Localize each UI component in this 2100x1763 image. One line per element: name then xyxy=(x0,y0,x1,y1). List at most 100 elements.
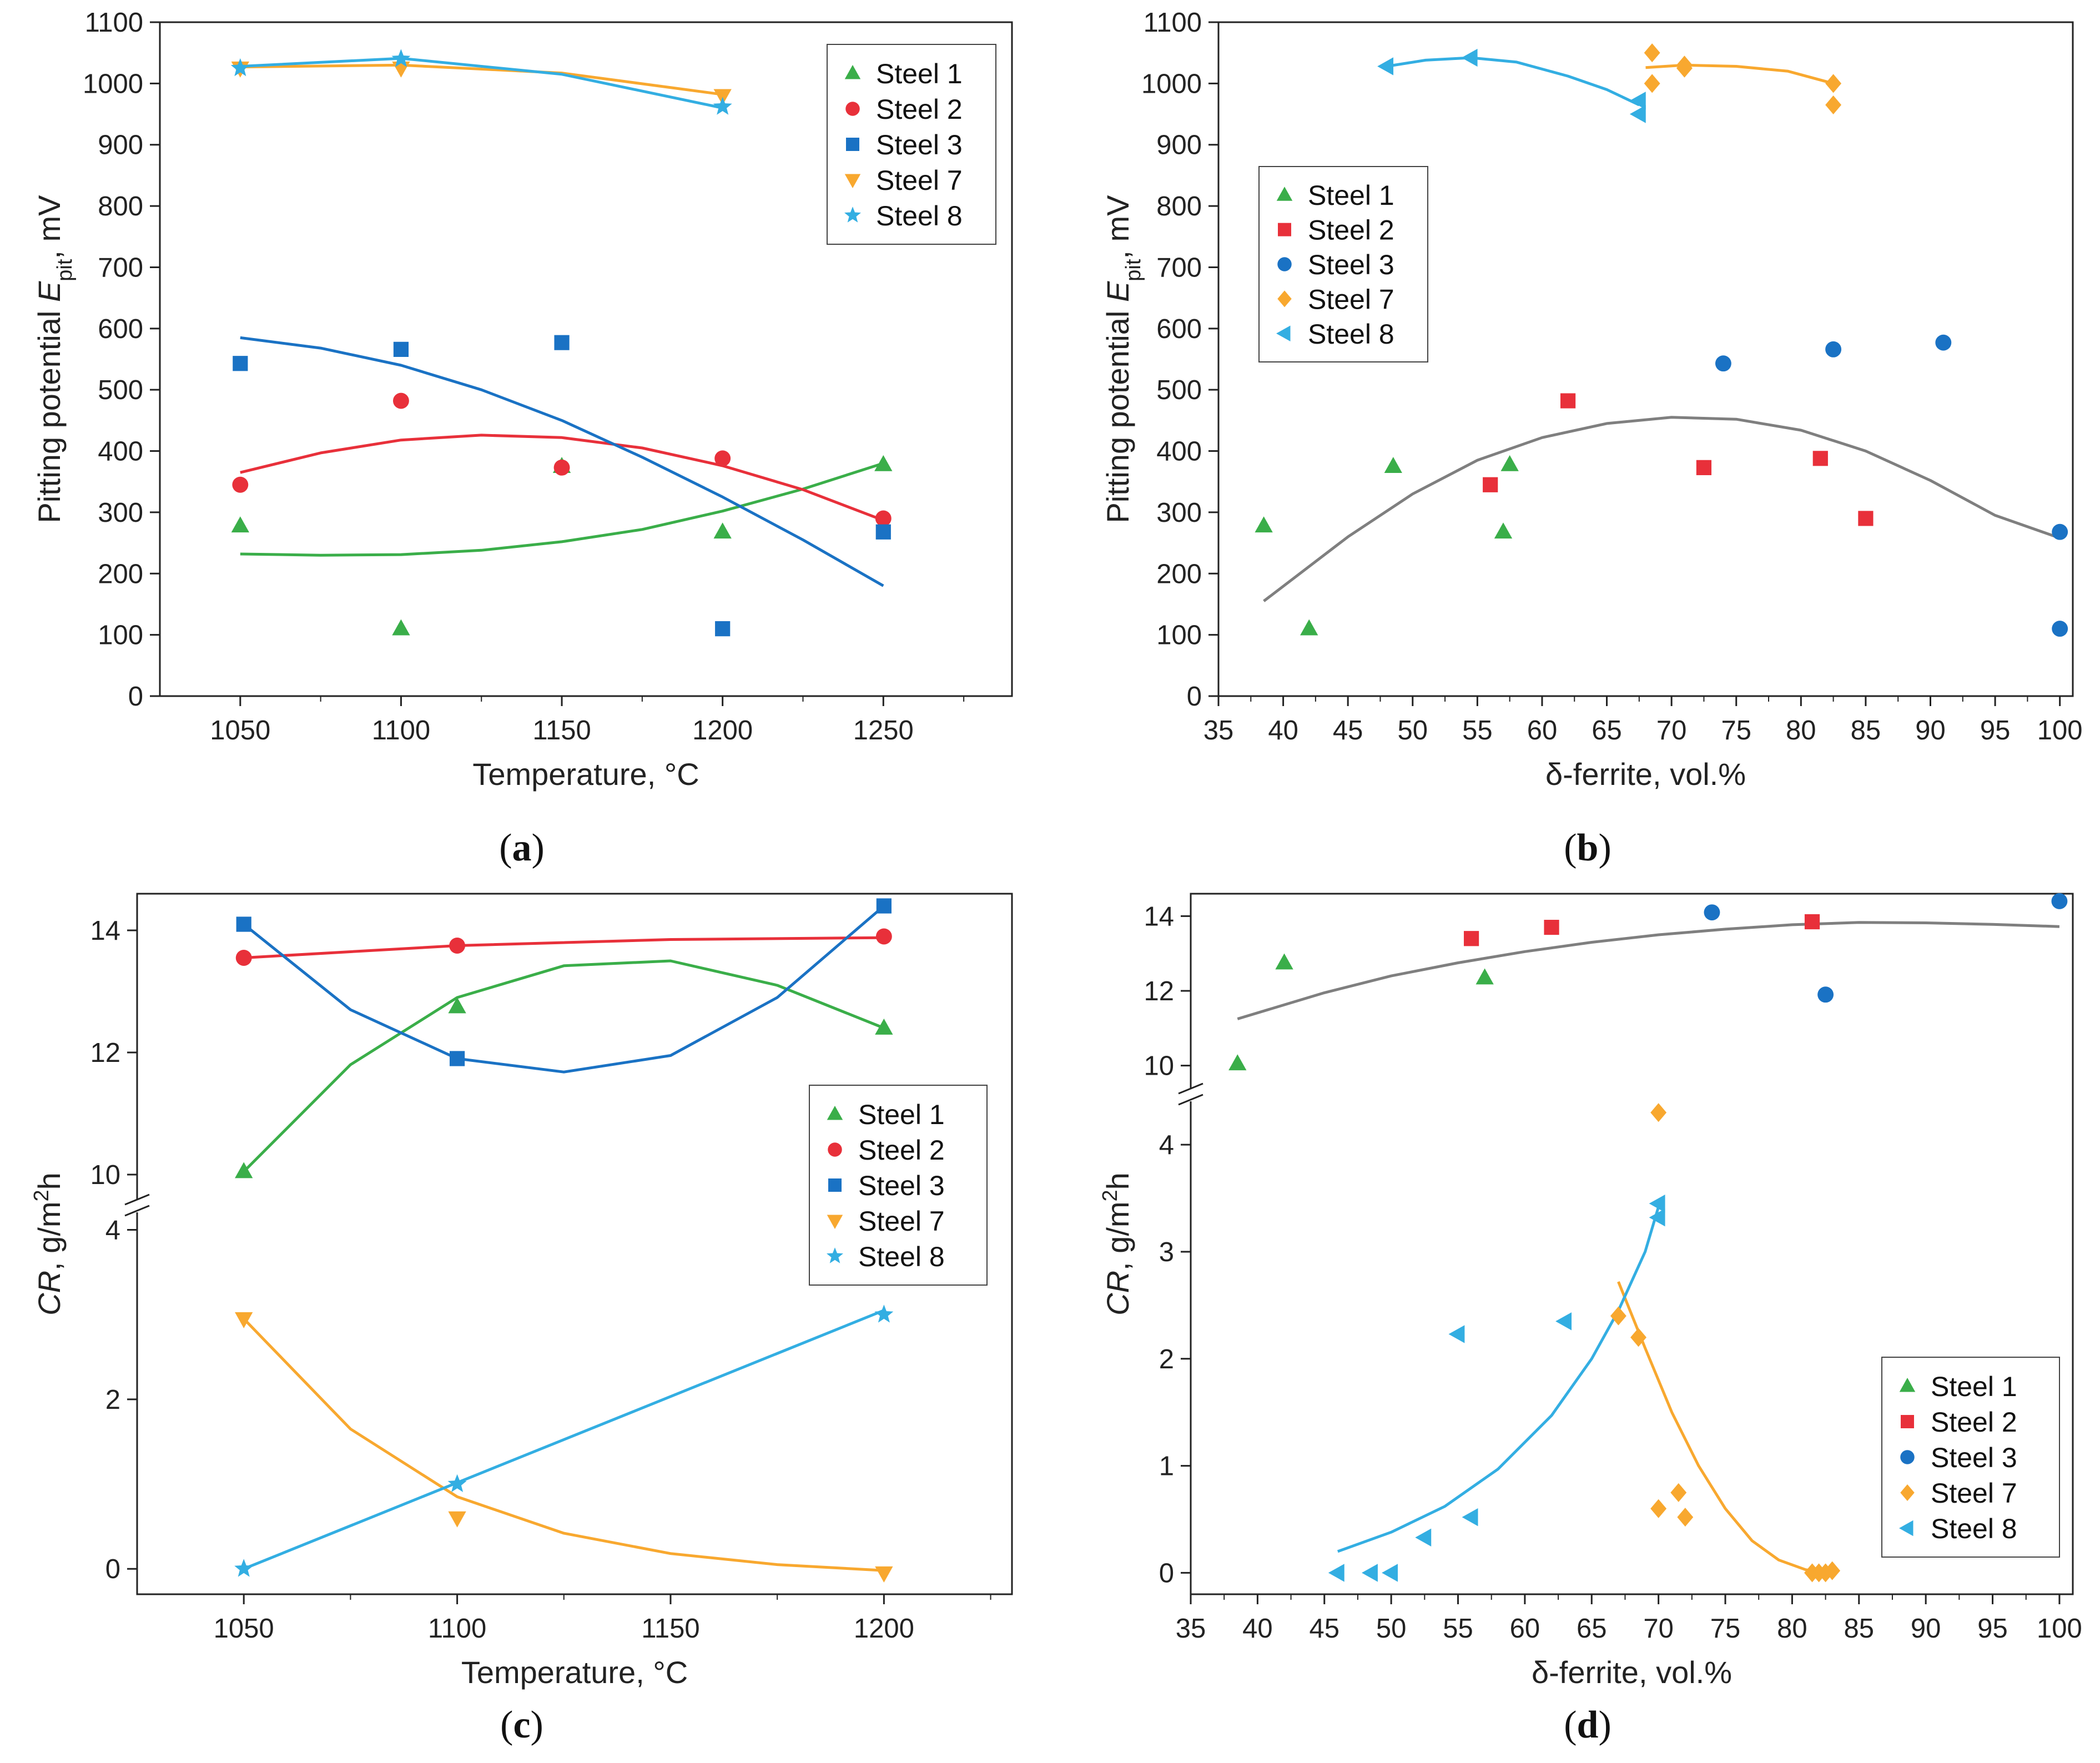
y-tick-label: 2 xyxy=(105,1385,120,1415)
data-point-steel-8 xyxy=(1555,1312,1572,1331)
data-point-steel-2 xyxy=(392,392,409,409)
data-point-steel-1 xyxy=(392,619,410,636)
x-tick-label: 65 xyxy=(1577,1614,1607,1644)
legend-label: Steel 3 xyxy=(858,1170,945,1201)
y-tick-label: 400 xyxy=(98,437,143,467)
fit-line-fit xyxy=(1237,921,2059,1020)
data-point-steel-7 xyxy=(1825,74,1842,93)
fit-line-steel-8 xyxy=(243,1309,885,1570)
axis-break-mark xyxy=(124,1205,150,1217)
y-tick-label: 1 xyxy=(1159,1452,1174,1482)
x-tick-label: 75 xyxy=(1721,716,1751,746)
x-tick-label: 35 xyxy=(1203,716,1234,746)
data-point-steel-3 xyxy=(1715,355,1731,372)
y-tick-label: 100 xyxy=(98,621,143,651)
y-tick-label: 0 xyxy=(1187,682,1202,712)
x-axis-label: Temperature, °C xyxy=(472,757,699,792)
chart-panel-a: 1050 1100 1150 1200 1250 0 100 200 300 400 500 600 7… xyxy=(32,8,1013,869)
legend-marker xyxy=(1899,1520,1913,1537)
legend-label: Steel 3 xyxy=(1308,249,1394,280)
data-point-steel-7 xyxy=(1825,95,1842,114)
y-tick-label: 500 xyxy=(1156,375,1202,405)
legend-marker xyxy=(1900,1450,1915,1464)
data-point-steel-7 xyxy=(1610,1306,1626,1326)
y-tick-label: 12 xyxy=(90,1038,120,1068)
x-tick-label: 85 xyxy=(1844,1614,1875,1644)
data-point-steel-3 xyxy=(2052,523,2068,540)
legend-label: Steel 8 xyxy=(876,200,963,231)
legend-marker xyxy=(845,102,860,116)
y-tick-label: 400 xyxy=(1156,437,1202,467)
x-tick-label: 50 xyxy=(1376,1614,1407,1644)
legend-marker xyxy=(827,1247,843,1263)
data-point-steel-1 xyxy=(875,1019,893,1035)
legend-label: Steel 3 xyxy=(1931,1442,2017,1473)
y-tick-label: 3 xyxy=(1159,1237,1174,1267)
data-point-steel-3 xyxy=(875,524,891,540)
legend-marker xyxy=(1900,1484,1915,1501)
data-point-steel-2 xyxy=(1463,931,1479,946)
panel-label: (d) xyxy=(1564,1704,1611,1746)
legend-label: Steel 7 xyxy=(858,1206,945,1237)
y-tick-label: 700 xyxy=(1156,253,1202,283)
data-point-steel-8 xyxy=(874,1304,894,1323)
y-axis-label: CR, g/m2h xyxy=(30,1172,67,1316)
data-point-steel-2 xyxy=(235,950,252,966)
data-point-steel-1 xyxy=(713,522,732,539)
data-point-steel-7 xyxy=(1670,1483,1687,1502)
data-point-steel-1 xyxy=(1475,968,1494,985)
y-tick-label: 12 xyxy=(1144,976,1174,1006)
data-point-steel-8 xyxy=(1629,92,1646,110)
x-tick-label: 1150 xyxy=(532,716,591,746)
y-axis-label: Pitting potential Epit, mV xyxy=(32,195,77,523)
x-axis-label: Temperature, °C xyxy=(461,1655,688,1690)
x-tick-label: 1050 xyxy=(210,716,270,746)
legend-marker xyxy=(844,206,861,223)
data-point-steel-7 xyxy=(1650,1499,1667,1518)
y-tick-label: 1100 xyxy=(1144,8,1202,38)
y-tick-label: 4 xyxy=(1159,1130,1174,1160)
fit-line-steel-1 xyxy=(243,959,885,1173)
y-tick-label: 900 xyxy=(1156,130,1202,160)
data-point-steel-2 xyxy=(1560,393,1576,409)
fit-line-steel-7 xyxy=(243,1318,884,1572)
data-point-steel-8 xyxy=(1629,105,1646,123)
legend-marker xyxy=(1278,223,1291,236)
data-point-steel-3 xyxy=(1704,904,1720,921)
data-point-steel-7 xyxy=(1630,1328,1646,1347)
data-point-steel-7 xyxy=(1824,1561,1841,1580)
x-tick-label: 100 xyxy=(2037,716,2083,746)
y-tick-label: 1000 xyxy=(1141,69,1202,99)
legend-label: Steel 1 xyxy=(1931,1371,2017,1402)
data-point-steel-7 xyxy=(1644,43,1660,63)
data-point-steel-2 xyxy=(1804,914,1820,930)
data-point-steel-3 xyxy=(449,1051,465,1066)
fit-line-steel-8 xyxy=(1386,56,1640,107)
x-tick-label: 95 xyxy=(1977,1614,2008,1644)
data-point-steel-3 xyxy=(1935,334,1952,351)
legend-marker xyxy=(827,1106,843,1120)
data-point-steel-7 xyxy=(875,1566,893,1583)
x-tick-label: 90 xyxy=(1911,1614,1941,1644)
data-point-steel-3 xyxy=(715,621,731,637)
fit-line-steel-3 xyxy=(243,905,885,1074)
legend-marker xyxy=(1276,325,1291,342)
y-tick-label: 900 xyxy=(98,130,143,160)
y-tick-label: 10 xyxy=(1144,1051,1174,1081)
y-tick-label: 600 xyxy=(1156,314,1202,344)
data-point-steel-8 xyxy=(234,1559,254,1577)
x-tick-label: 95 xyxy=(1980,716,2011,746)
y-tick-label: 0 xyxy=(1159,1558,1174,1588)
x-tick-label: 45 xyxy=(1333,716,1363,746)
data-point-steel-8 xyxy=(391,49,411,67)
data-point-steel-3 xyxy=(554,335,570,350)
data-point-steel-1 xyxy=(1494,522,1513,539)
x-tick-label: 80 xyxy=(1786,716,1816,746)
y-tick-label: 0 xyxy=(128,682,143,712)
legend-label: Steel 2 xyxy=(876,94,963,125)
data-point-steel-2 xyxy=(232,476,249,493)
y-tick-label: 2 xyxy=(1159,1344,1174,1374)
legend-label: Steel 1 xyxy=(876,58,963,89)
panel-label: (c) xyxy=(500,1704,543,1746)
x-tick-label: 75 xyxy=(1710,1614,1741,1644)
